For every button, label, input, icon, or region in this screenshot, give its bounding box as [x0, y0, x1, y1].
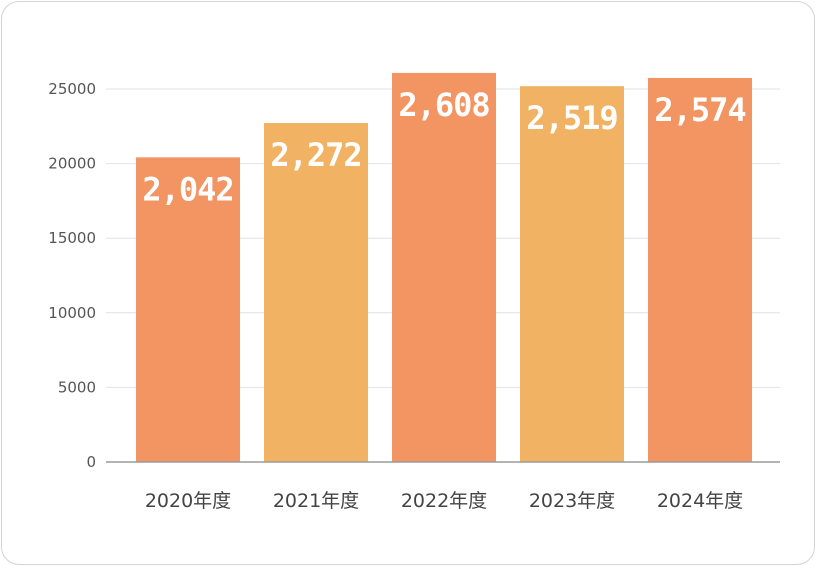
- x-category-label: 2023年度: [529, 490, 615, 512]
- bar: [392, 72, 496, 462]
- x-category-label: 2022年度: [401, 490, 487, 512]
- y-tick-label: 20000: [48, 155, 96, 173]
- x-axis-categories: 2020年度 2021年度 2022年度 2023年度 2024年度: [145, 490, 743, 512]
- y-axis-ticks: 0 5000 10000 15000 20000 25000: [48, 80, 96, 471]
- bars: [136, 72, 752, 463]
- y-tick-label: 5000: [58, 378, 96, 396]
- x-category-label: 2024年度: [657, 490, 743, 512]
- bar-value-label: 2,574: [654, 91, 745, 129]
- y-tick-label: 15000: [48, 229, 96, 247]
- y-tick-label: 10000: [48, 304, 96, 322]
- y-tick-label: 25000: [48, 80, 96, 98]
- x-category-label: 2021年度: [273, 490, 359, 512]
- bar-value-label: 2,042: [142, 170, 233, 208]
- bar-value-label: 2,519: [526, 99, 617, 137]
- bar: [520, 86, 624, 463]
- bar: [136, 157, 240, 462]
- x-category-label: 2020年度: [145, 490, 231, 512]
- bar-value-label: 2,608: [398, 86, 489, 124]
- bar-value-label: 2,272: [270, 136, 361, 174]
- bar-data-labels: 2,042 2,272 2,608 2,519 2,574: [142, 86, 746, 208]
- bar: [648, 77, 752, 462]
- bar: [264, 123, 368, 462]
- y-tick-label: 0: [86, 453, 96, 471]
